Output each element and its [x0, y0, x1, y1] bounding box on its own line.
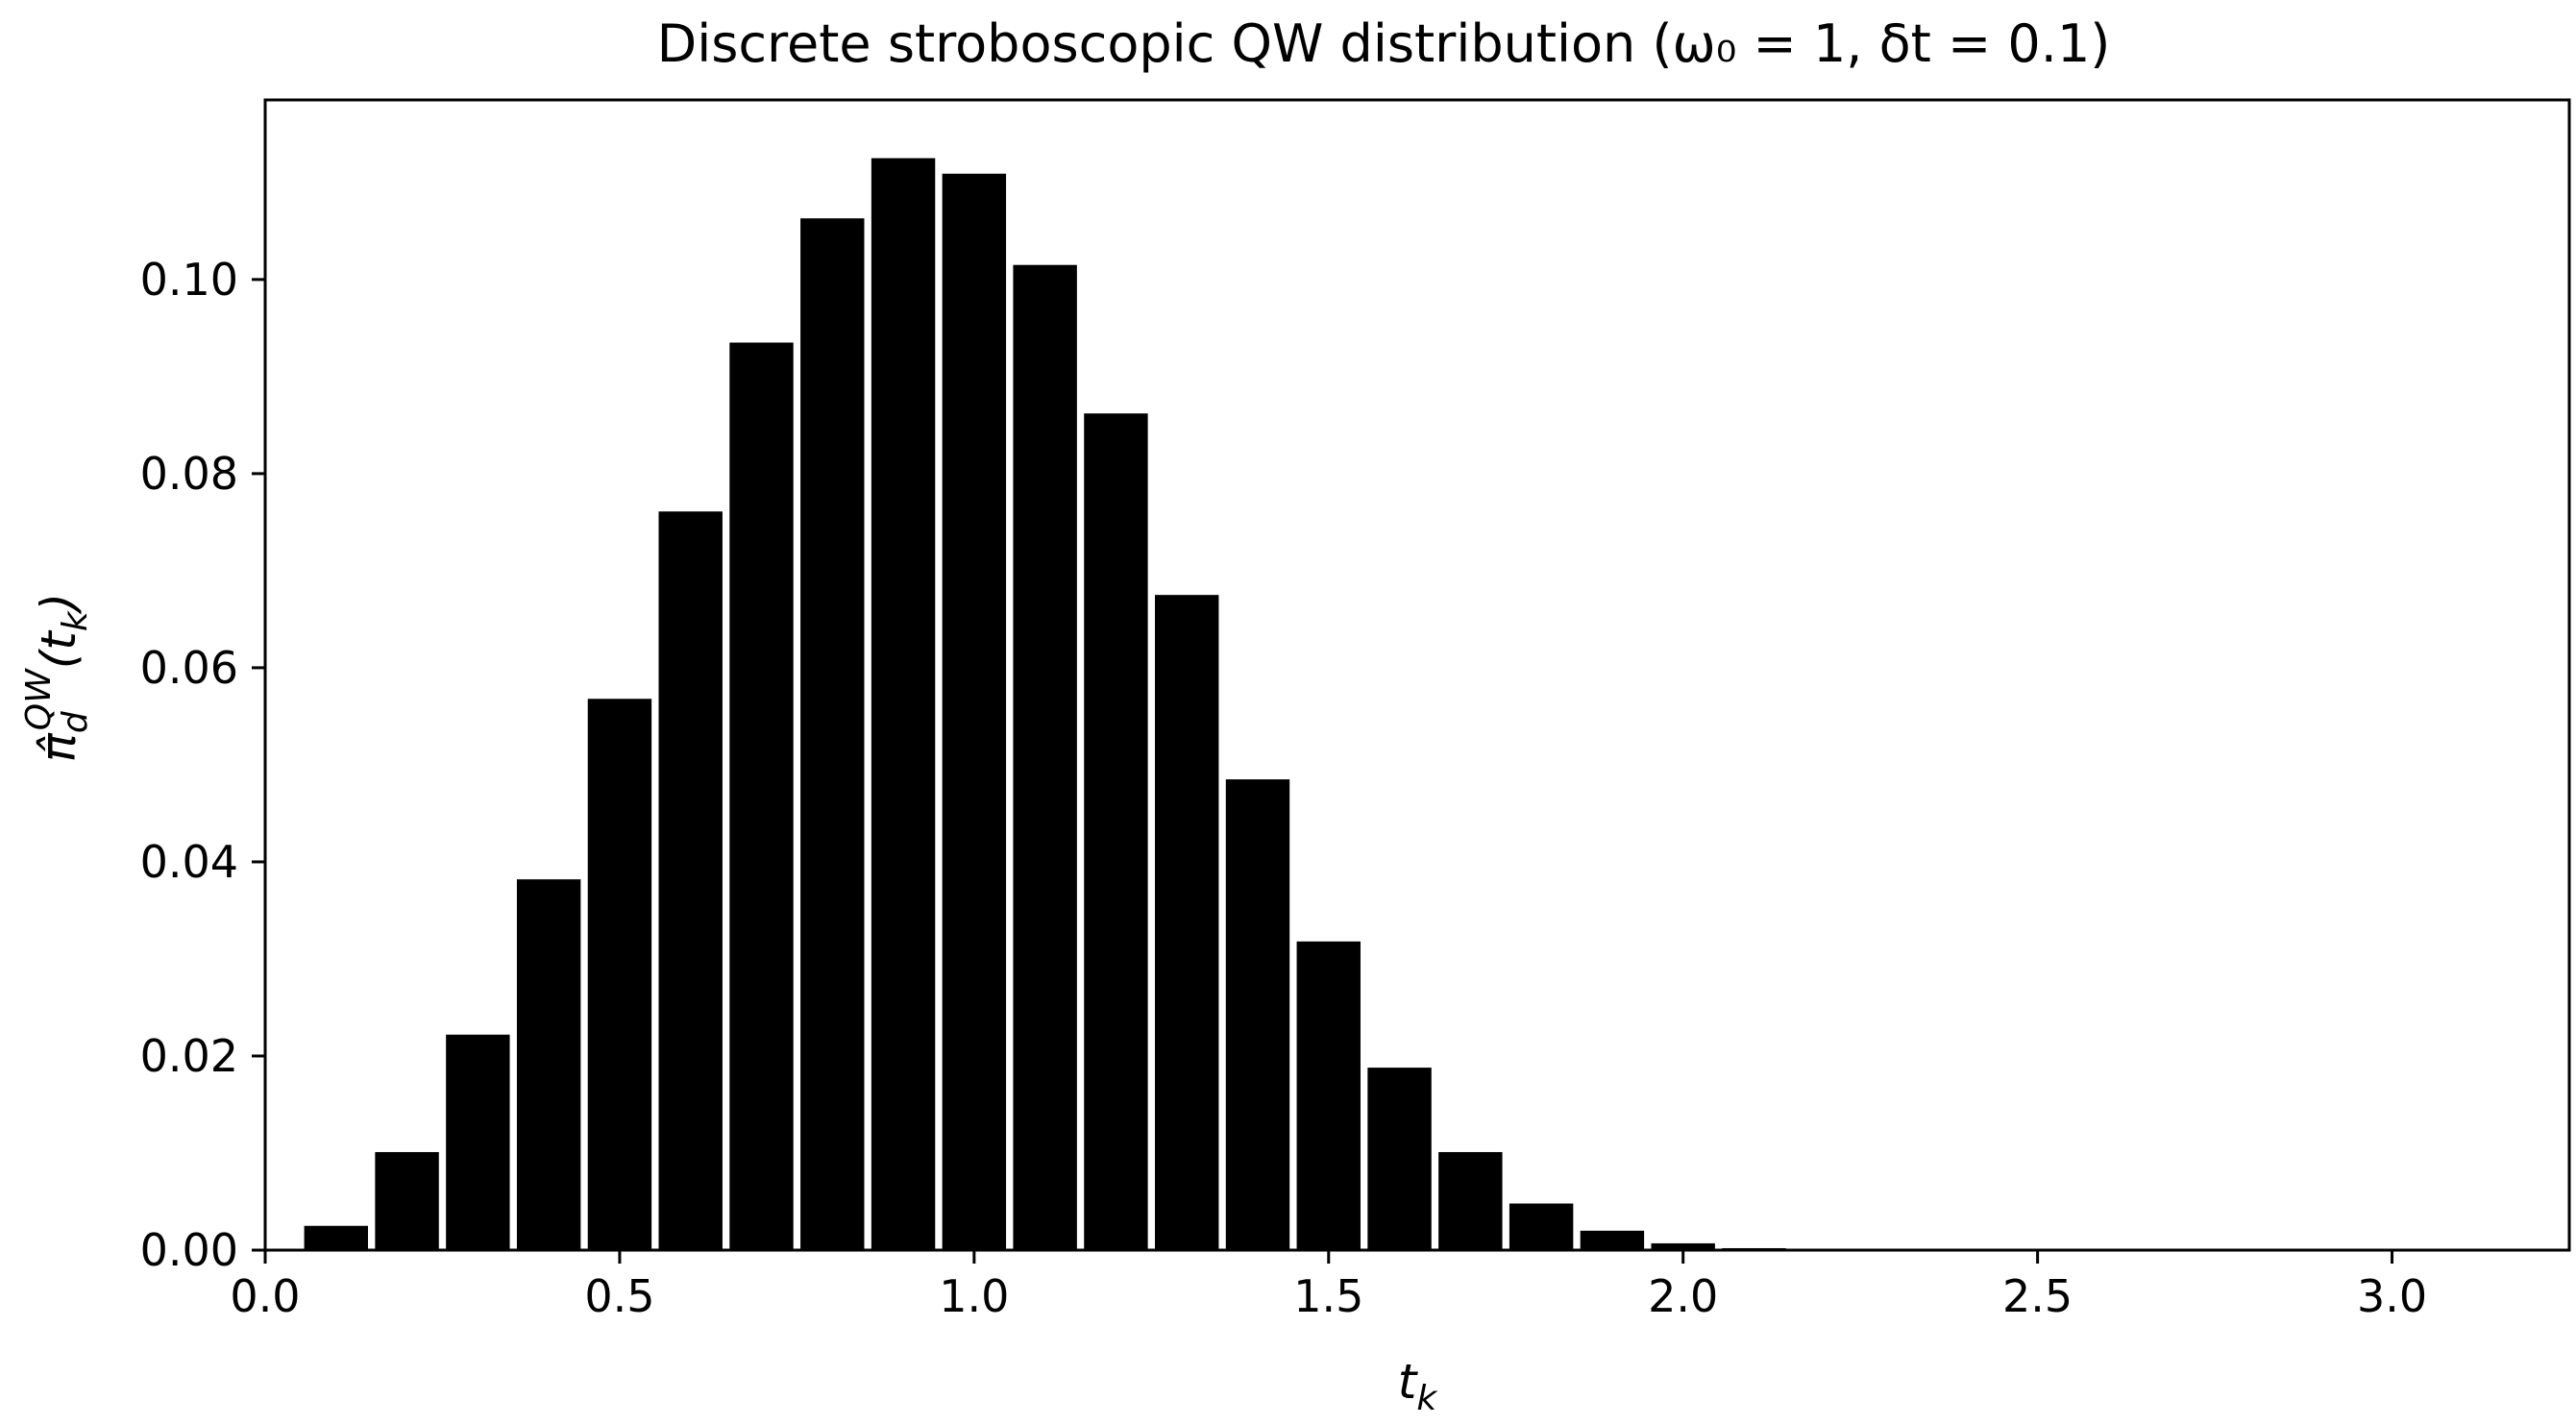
chart-title: Discrete stroboscopic QW distribution (ω…	[657, 13, 2111, 74]
bar	[1013, 264, 1077, 1251]
bar	[375, 1151, 439, 1250]
y-axis: 0.00 0.02 0.04 0.06 0.08 0.10	[140, 254, 265, 1276]
bar	[942, 173, 1007, 1250]
x-tick-label: 3.0	[2357, 1270, 2427, 1322]
y-axis-label: π̂dQW(tk)	[19, 593, 95, 762]
y-tick-label: 0.06	[140, 642, 238, 694]
bar	[304, 1225, 368, 1250]
bar	[1509, 1203, 1574, 1250]
x-tick-label: 2.5	[2002, 1270, 2073, 1322]
x-tick-label: 0.5	[584, 1270, 654, 1322]
bar	[1155, 595, 1219, 1250]
bar	[1225, 779, 1290, 1250]
x-tick-label: 1.0	[939, 1270, 1009, 1322]
x-tick-label: 2.0	[1648, 1270, 1718, 1322]
bars-layer	[304, 158, 1857, 1251]
x-tick-label: 0.0	[230, 1270, 300, 1322]
y-tick-label: 0.08	[140, 448, 238, 500]
bar	[871, 158, 936, 1251]
bar	[729, 342, 794, 1250]
x-axis-label: tk	[1398, 1354, 1439, 1418]
bar	[1296, 941, 1361, 1250]
bar	[446, 1034, 510, 1250]
bar	[1580, 1230, 1645, 1250]
bar	[1084, 413, 1148, 1250]
bar	[800, 218, 865, 1251]
bar	[658, 511, 723, 1250]
plot-frame	[263, 98, 2571, 1252]
bar	[1651, 1242, 1715, 1250]
y-tick-label: 0.10	[140, 254, 238, 306]
y-tick-label: 0.04	[140, 836, 238, 888]
bar	[516, 879, 581, 1250]
bar	[1367, 1068, 1432, 1250]
bar	[587, 699, 652, 1250]
y-tick-label: 0.00	[140, 1224, 238, 1276]
y-tick-label: 0.02	[140, 1030, 238, 1082]
x-tick-label: 1.5	[1293, 1270, 1363, 1322]
x-axis: 0.0 0.5 1.0 1.5 2.0 2.5 3.0	[230, 1250, 2427, 1322]
bar	[1438, 1151, 1503, 1250]
